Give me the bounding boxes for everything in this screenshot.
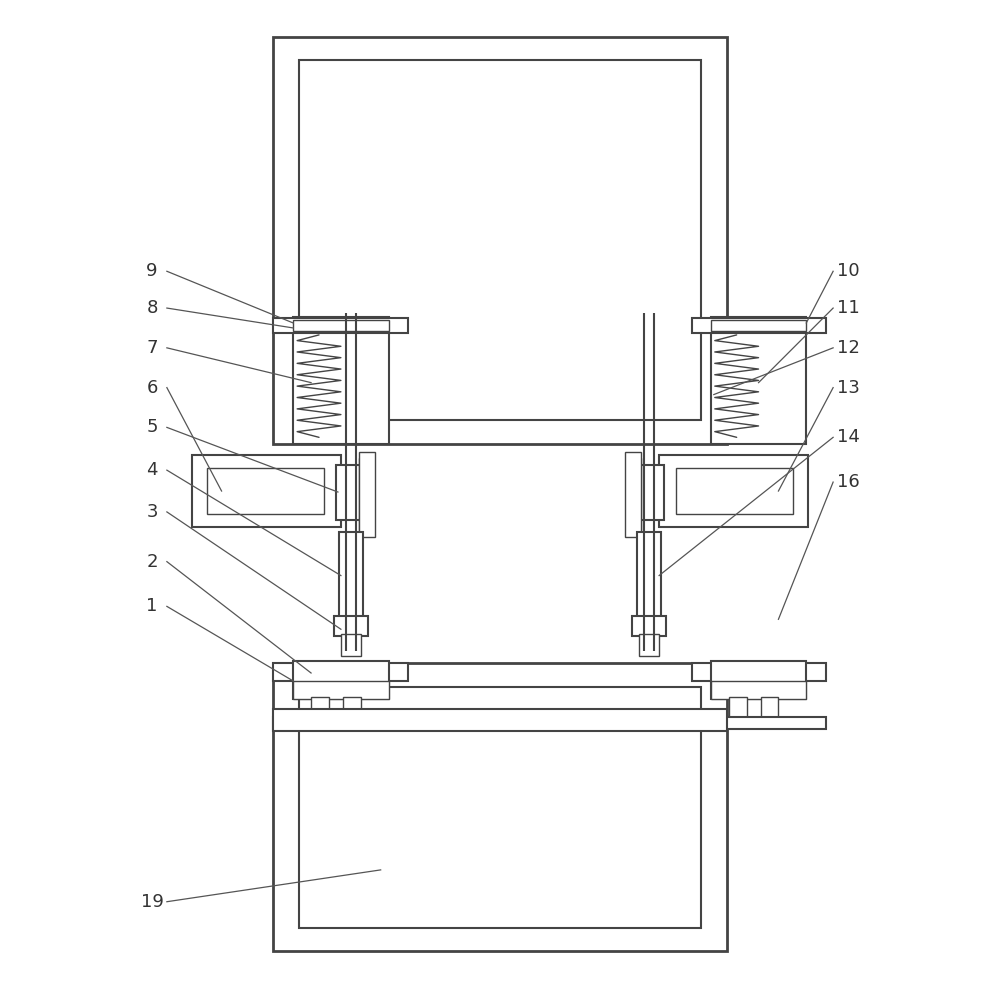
- Bar: [299, 686, 701, 928]
- Bar: [336, 465, 366, 520]
- Bar: [207, 468, 324, 514]
- Text: 1: 1: [146, 597, 158, 615]
- Bar: [711, 661, 806, 698]
- Bar: [659, 455, 808, 527]
- Bar: [293, 681, 389, 698]
- Bar: [339, 532, 363, 619]
- Bar: [293, 317, 389, 444]
- Bar: [676, 468, 793, 514]
- Bar: [729, 696, 747, 719]
- Text: 9: 9: [146, 262, 158, 281]
- Bar: [334, 616, 368, 636]
- Text: 12: 12: [837, 339, 859, 357]
- Bar: [634, 465, 664, 520]
- Bar: [311, 696, 329, 719]
- Text: 6: 6: [146, 379, 158, 397]
- Bar: [341, 634, 361, 656]
- Text: 14: 14: [837, 429, 859, 446]
- Bar: [273, 37, 727, 444]
- Bar: [692, 318, 826, 333]
- Bar: [632, 616, 666, 636]
- Text: 4: 4: [146, 461, 158, 479]
- Bar: [359, 458, 371, 530]
- Text: 7: 7: [146, 339, 158, 357]
- Bar: [343, 696, 361, 719]
- Bar: [711, 317, 806, 444]
- Bar: [711, 320, 806, 331]
- Text: 10: 10: [837, 262, 859, 281]
- Text: 2: 2: [146, 553, 158, 570]
- Bar: [273, 717, 408, 729]
- Bar: [711, 681, 806, 698]
- Bar: [639, 634, 659, 656]
- Bar: [273, 709, 727, 731]
- Bar: [299, 61, 701, 421]
- Bar: [761, 696, 778, 719]
- Bar: [293, 320, 389, 331]
- Bar: [637, 532, 661, 619]
- Bar: [273, 318, 408, 333]
- Bar: [625, 452, 641, 537]
- Bar: [629, 458, 641, 530]
- Text: 13: 13: [837, 379, 859, 397]
- Text: 19: 19: [141, 893, 163, 911]
- Text: 5: 5: [146, 419, 158, 436]
- Bar: [692, 717, 826, 729]
- Bar: [692, 663, 826, 681]
- Bar: [293, 661, 389, 698]
- Text: 3: 3: [146, 503, 158, 521]
- Bar: [273, 663, 727, 951]
- Bar: [273, 663, 408, 681]
- Bar: [359, 452, 375, 537]
- Text: 8: 8: [146, 299, 158, 317]
- Text: 11: 11: [837, 299, 859, 317]
- Text: 16: 16: [837, 473, 859, 491]
- Bar: [192, 455, 341, 527]
